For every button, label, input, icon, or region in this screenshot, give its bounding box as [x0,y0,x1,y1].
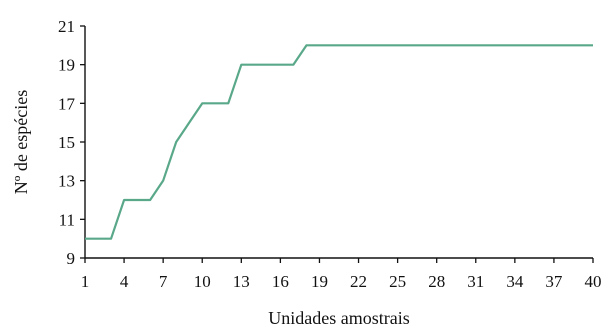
x-tick-label: 16 [272,272,289,291]
y-tick-label: 17 [58,94,76,113]
x-ticks: 1 4 7 10 13 16 19 22 25 28 31 34 37 40 [81,258,602,291]
axes [84,26,593,259]
y-tick-label: 21 [58,17,75,36]
x-tick-label: 1 [81,272,90,291]
x-tick-label: 28 [428,272,445,291]
y-tick-label: 11 [59,210,75,229]
x-tick-label: 25 [389,272,406,291]
y-tick-label: 15 [58,133,75,152]
series-line [85,44,593,240]
x-tick-label: 4 [120,272,129,291]
x-tick-label: 19 [311,272,328,291]
y-tick-label: 19 [58,56,75,75]
x-tick-label: 7 [159,272,168,291]
x-tick-label: 13 [233,272,250,291]
x-tick-label: 34 [506,272,524,291]
y-axis-title: Nº de espécies [11,90,31,195]
x-tick-label: 37 [545,272,563,291]
x-tick-label: 40 [585,272,602,291]
x-axis-title: Unidades amostrais [268,308,409,328]
y-tick-label: 9 [67,249,76,268]
y-tick-label: 13 [58,172,75,191]
x-tick-label: 31 [467,272,484,291]
x-tick-label: 22 [350,272,367,291]
y-ticks: 9 11 13 15 17 19 21 [58,17,85,268]
x-tick-label: 10 [194,272,211,291]
